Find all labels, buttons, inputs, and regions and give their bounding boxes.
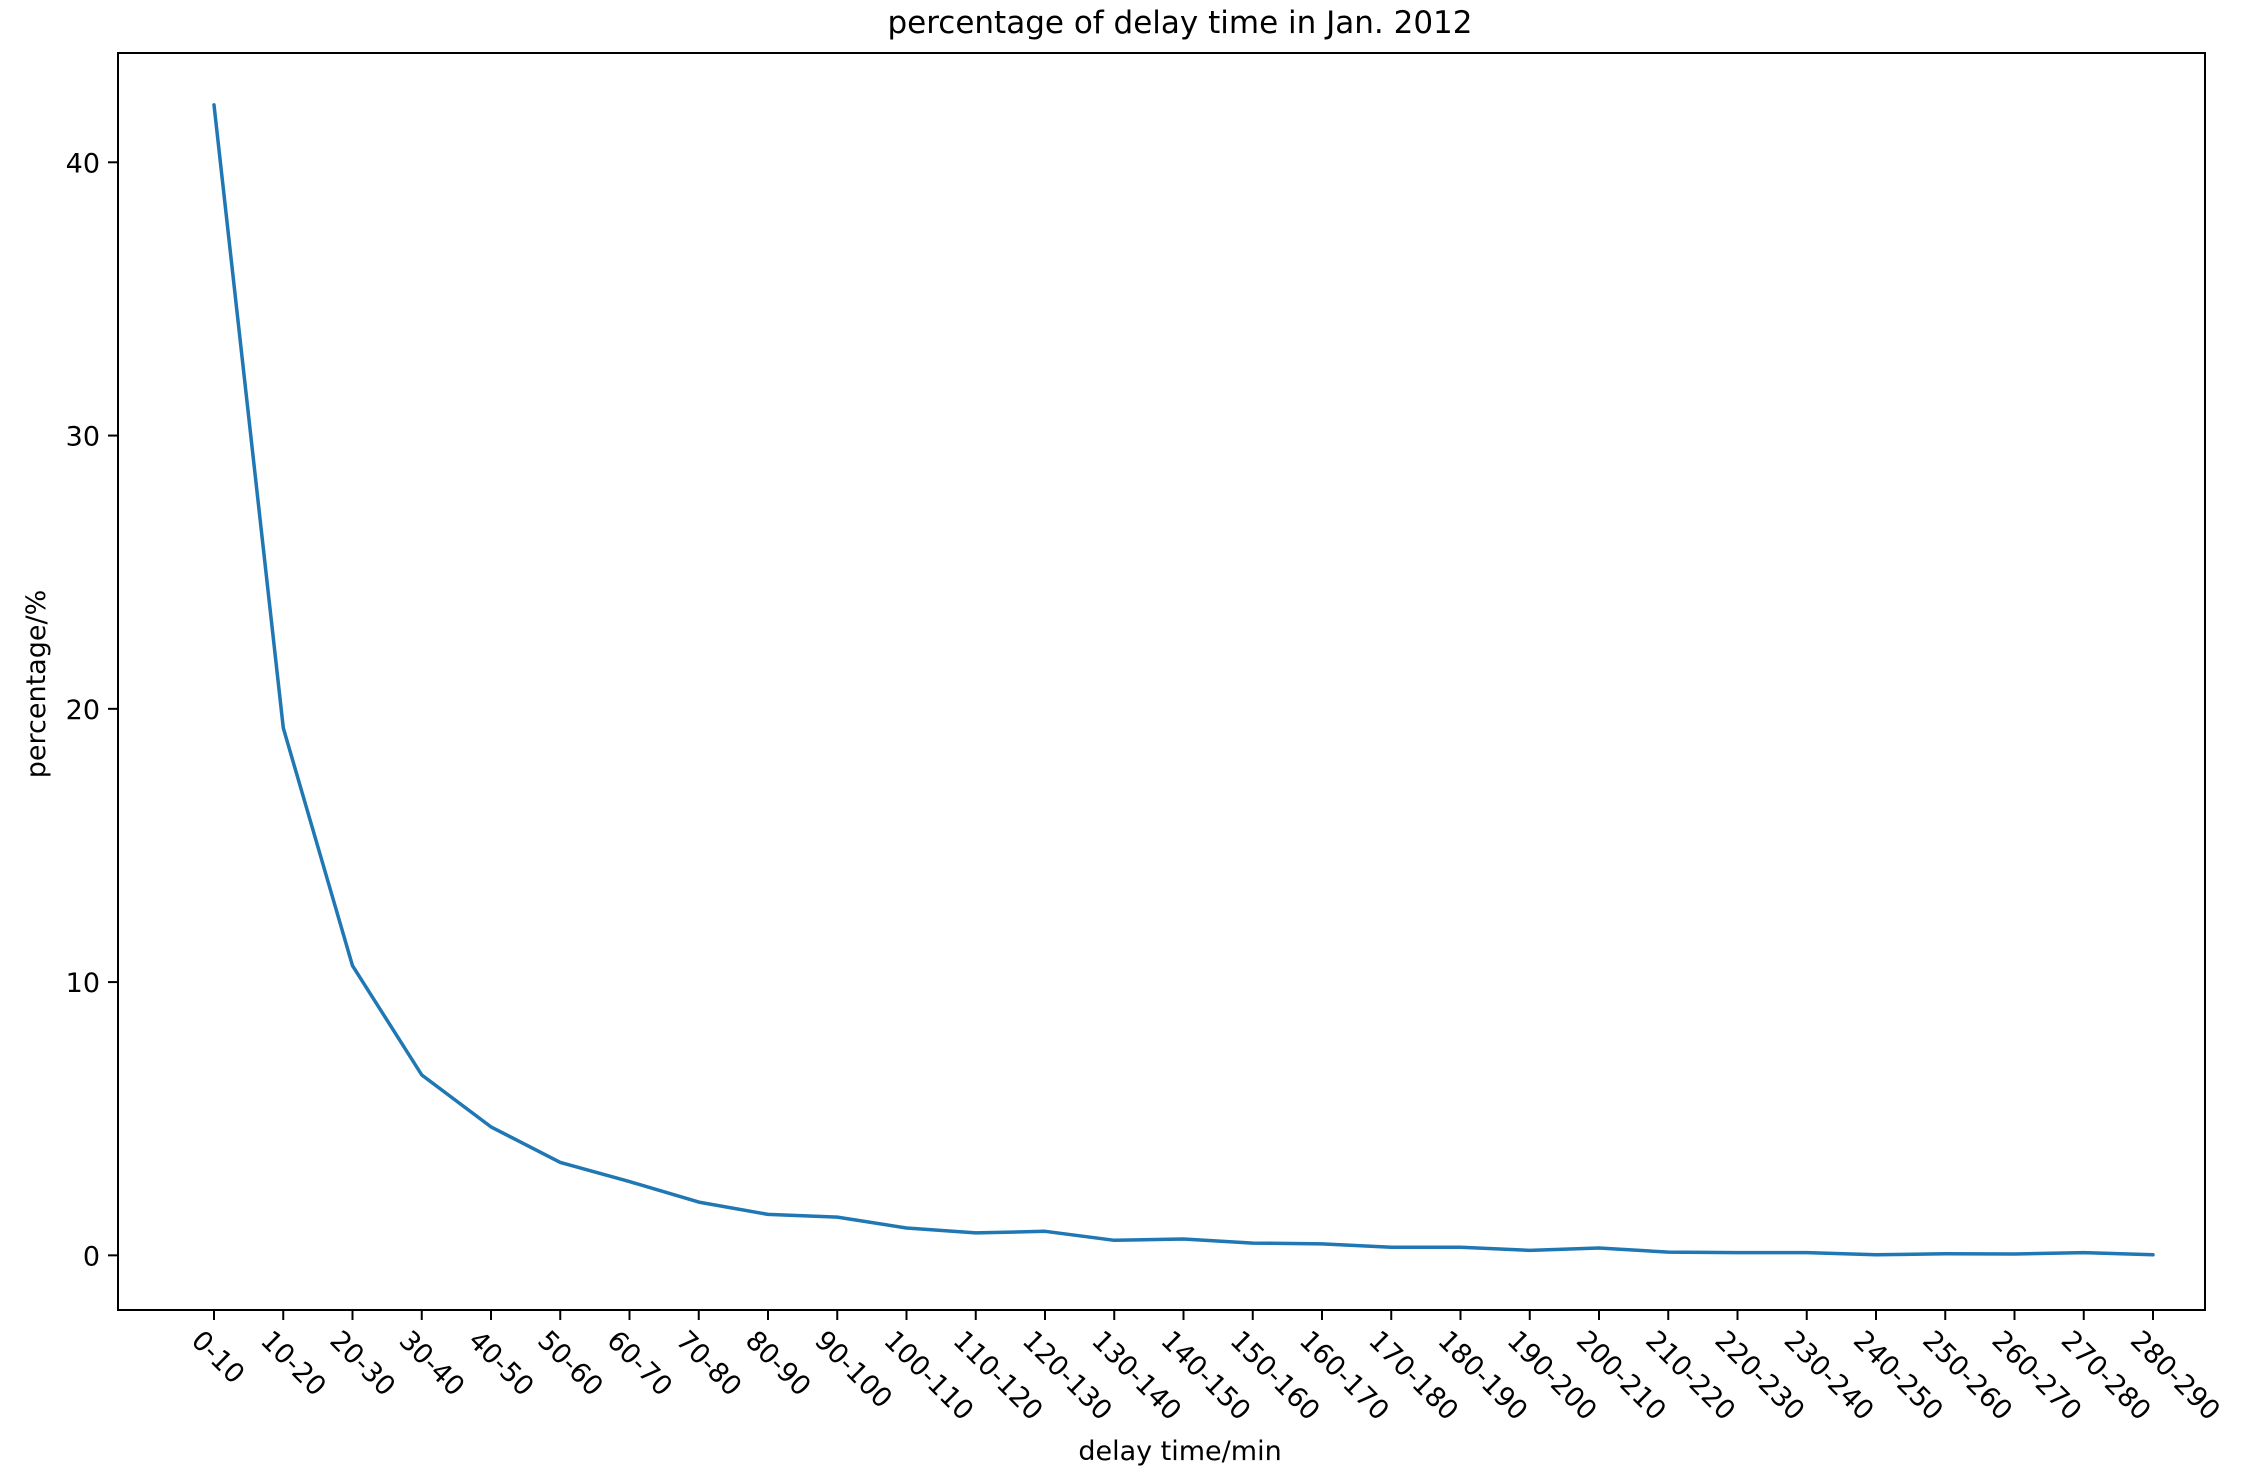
- x-axis-label: delay time/min: [1078, 1436, 1281, 1467]
- data-point: [1320, 1242, 1324, 1246]
- data-point: [905, 1226, 909, 1230]
- data-point: [1943, 1252, 1947, 1256]
- data-point: [2013, 1252, 2017, 1256]
- data-point: [2082, 1251, 2086, 1255]
- x-axis: 0-10 10-2020-3030-4040-5050-6060-7070-808…: [185, 1310, 2226, 1427]
- x-tick-label: 60-70: [601, 1325, 678, 1402]
- data-point: [766, 1212, 770, 1216]
- y-tick-label: 40: [66, 148, 100, 179]
- plot-area-frame: [117, 52, 2206, 1311]
- data-point: [281, 726, 285, 730]
- y-tick-label: 0: [83, 1241, 100, 1272]
- data-point: [2151, 1253, 2155, 1257]
- x-tick-label: 30-40: [393, 1325, 470, 1402]
- data-point: [697, 1200, 701, 1204]
- y-axis-label: percentage/%: [21, 590, 52, 778]
- data-point: [1874, 1253, 1878, 1257]
- x-tick-label: 70-80: [670, 1325, 747, 1402]
- data-point: [1182, 1237, 1186, 1241]
- x-tick-label: 40-50: [462, 1325, 539, 1402]
- data-point: [1528, 1248, 1532, 1252]
- data-point: [1112, 1238, 1116, 1242]
- x-tick-label: 80-90: [739, 1325, 816, 1402]
- series-layer: [212, 103, 2155, 1257]
- x-tick-label: 90-100: [808, 1325, 898, 1415]
- data-point: [1043, 1229, 1047, 1233]
- x-tick-label: 0-10: [185, 1325, 250, 1390]
- data-point: [420, 1073, 424, 1077]
- x-tick-label: 50-60: [531, 1325, 608, 1402]
- data-point: [628, 1180, 632, 1184]
- data-point: [212, 103, 216, 107]
- data-point: [1736, 1251, 1740, 1255]
- data-point: [1251, 1241, 1255, 1245]
- data-point: [974, 1231, 978, 1235]
- data-point: [1459, 1245, 1463, 1249]
- data-point: [1666, 1250, 1670, 1254]
- y-tick-label: 10: [66, 968, 100, 999]
- x-tick-label: 20-30: [324, 1325, 401, 1402]
- data-point: [1805, 1251, 1809, 1255]
- data-point: [1389, 1245, 1393, 1249]
- y-tick-label: 30: [66, 422, 100, 453]
- y-tick-label: 20: [66, 695, 100, 726]
- x-tick-label: 10-20: [254, 1325, 331, 1402]
- series-line: [212, 103, 2155, 1257]
- y-axis: 0 10 20 30 40: [66, 148, 118, 1272]
- data-point: [558, 1160, 562, 1164]
- data-point: [351, 964, 355, 968]
- data-point: [835, 1215, 839, 1219]
- data-point: [1597, 1246, 1601, 1250]
- chart-title: percentage of delay time in Jan. 2012: [887, 5, 1472, 41]
- data-point: [489, 1125, 493, 1129]
